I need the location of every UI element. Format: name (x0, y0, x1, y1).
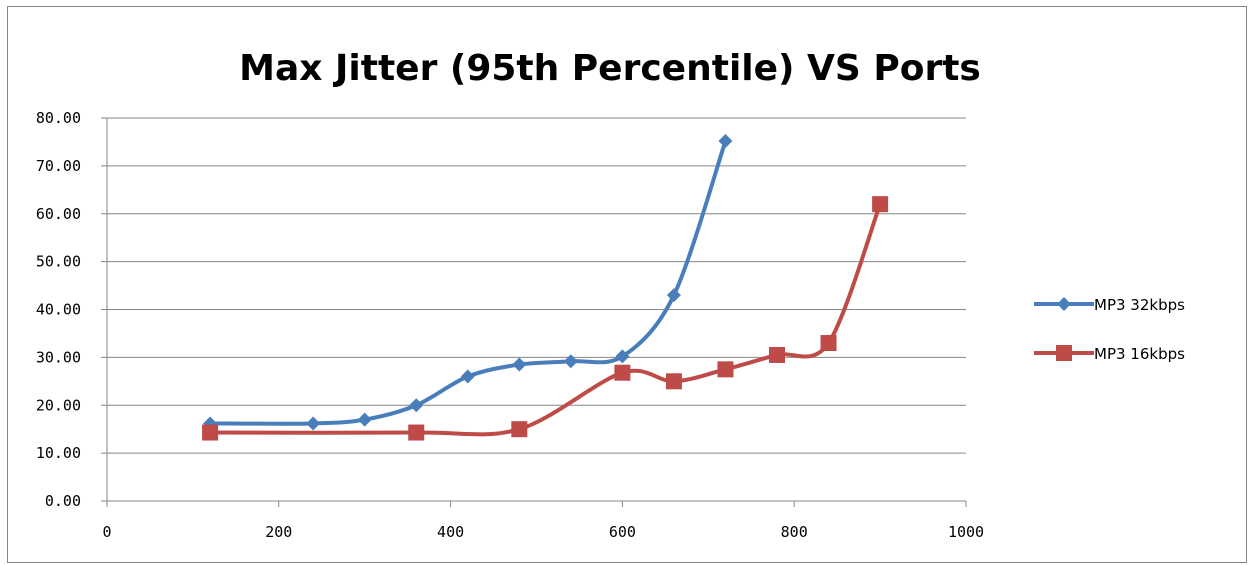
chart-area (7, 6, 1247, 563)
data-point (820, 335, 837, 352)
y-tick-label: 80.00 (36, 109, 81, 127)
y-tick-label: 30.00 (36, 348, 81, 366)
y-tick-label: 40.00 (36, 301, 81, 319)
series (202, 133, 889, 441)
data-point (563, 354, 578, 369)
legend-item: MP3 16kbps (1034, 345, 1185, 363)
chart-title: Max Jitter (95th Percentile) VS Ports (239, 48, 981, 89)
x-tick-label: 800 (781, 523, 808, 541)
x-tick-label: 600 (609, 523, 636, 541)
data-point (202, 424, 219, 441)
data-point (460, 369, 475, 384)
y-tick-label: 60.00 (36, 205, 81, 223)
legend-marker (1056, 345, 1072, 361)
data-point (357, 412, 372, 427)
data-point (511, 421, 528, 438)
series-line (208, 202, 883, 437)
axes: 0.00 10.00 20.00 30.00 40.00 50.00 60.00 70.00 8… (36, 109, 984, 541)
data-point (615, 349, 630, 364)
data-point (718, 133, 733, 148)
data-point (408, 424, 425, 441)
series-1 (203, 133, 733, 431)
series-line (208, 138, 728, 426)
x-tick-label: 1000 (948, 523, 984, 541)
y-tick-label: 0.00 (45, 492, 81, 510)
data-point (666, 288, 681, 303)
data-point (512, 357, 527, 372)
y-tick-label: 10.00 (36, 444, 81, 462)
data-point (872, 196, 889, 213)
x-tick-label: 0 (102, 523, 111, 541)
data-point (665, 373, 682, 390)
series-2 (202, 196, 889, 441)
x-tick-label: 200 (265, 523, 292, 541)
y-tick-label: 70.00 (36, 157, 81, 175)
grid-lines (107, 117, 966, 454)
legend-marker (1057, 297, 1071, 311)
y-tick-label: 20.00 (36, 396, 81, 414)
legend-item: MP3 32kbps (1034, 296, 1185, 314)
y-tick-label: 50.00 (36, 253, 81, 271)
legend: MP3 32kbps MP3 16kbps (1034, 296, 1185, 363)
data-point (717, 361, 734, 378)
x-tick-label: 400 (437, 523, 464, 541)
data-point (306, 416, 321, 431)
data-point (409, 398, 424, 413)
legend-label: MP3 16kbps (1094, 345, 1185, 363)
legend-label: MP3 32kbps (1094, 296, 1185, 314)
data-point (614, 364, 631, 381)
data-point (769, 346, 786, 363)
